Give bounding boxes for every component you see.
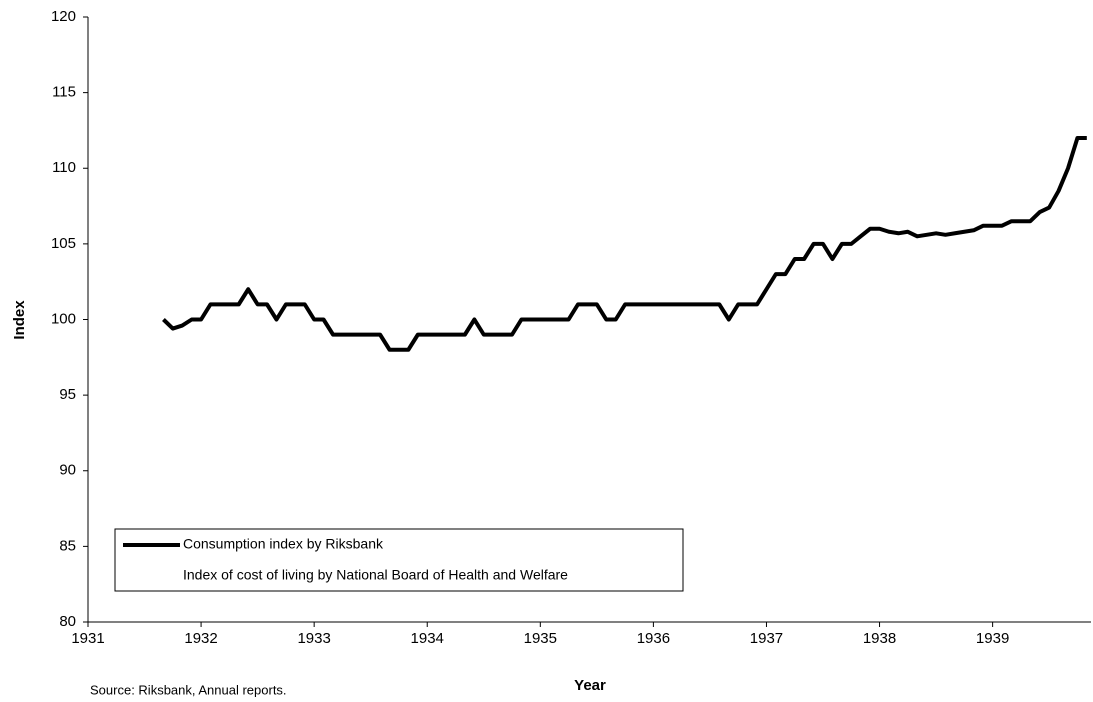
source-note: Source: Riksbank, Annual reports. [90,682,287,697]
legend-label: Consumption index by Riksbank [183,536,384,552]
legend-box [114,528,684,592]
y-axis-label: Index [11,300,28,340]
y-tick-label: 100 [51,310,76,327]
y-tick-label: 95 [59,386,76,403]
series-line [162,136,1087,352]
y-tick-label: 90 [59,462,76,479]
x-tick-label: 1934 [411,630,444,647]
x-tick-label: 1935 [524,630,557,647]
y-tick-label: 115 [52,84,76,101]
x-axis-label: Year [574,677,606,694]
x-tick-label: 1938 [863,630,896,647]
x-tick-label: 1937 [750,630,783,647]
x-tick-label: 1939 [976,630,1009,647]
y-tick-label: 120 [51,8,76,25]
y-tick-label: 105 [51,235,76,252]
x-tick-label: 1931 [71,630,104,647]
x-tick-label: 1933 [297,630,330,647]
legend-label: Index of cost of living by National Boar… [183,567,568,583]
x-tick-label: 1932 [184,630,217,647]
y-tick-label: 110 [52,159,76,176]
y-tick-label: 85 [59,537,76,554]
x-tick-label: 1936 [637,630,670,647]
y-tick-label: 80 [59,613,76,630]
